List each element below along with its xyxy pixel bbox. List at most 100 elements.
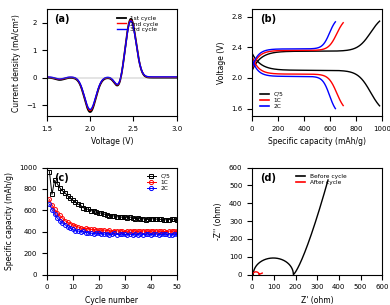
- 2nd cycle: [129, 18, 133, 22]
- 2C: [161, 232, 166, 236]
- C/5: [156, 217, 161, 221]
- 2C: [63, 223, 67, 226]
- 2C: [169, 233, 174, 237]
- 1C: [164, 230, 169, 233]
- 2C: [125, 233, 130, 237]
- C/5: [135, 216, 140, 220]
- 3rd cycle: [149, 75, 153, 79]
- 1C: [99, 228, 104, 232]
- 1C: [125, 229, 130, 233]
- C/5: [159, 217, 163, 221]
- 1C: [122, 230, 127, 233]
- C/5: [63, 191, 67, 195]
- C/5: [117, 215, 122, 218]
- C/5: [120, 215, 124, 219]
- 2nd cycle: [174, 75, 179, 79]
- 3rd cycle: [58, 77, 62, 81]
- 2nd cycle: [97, 84, 102, 87]
- 2nd cycle: [58, 77, 62, 81]
- 1st cycle: [88, 110, 92, 114]
- C/5: [91, 209, 96, 213]
- C/5: [133, 217, 138, 221]
- C/5: [169, 217, 174, 221]
- 2C: [135, 233, 140, 236]
- 1C: [174, 229, 179, 233]
- After cycle: [250, 272, 255, 276]
- 1C: [143, 229, 148, 233]
- 1C: [161, 229, 166, 233]
- 1C: [91, 228, 96, 231]
- 2C: [122, 233, 127, 236]
- Y-axis label: -Z'' (ohm): -Z'' (ohm): [215, 202, 223, 240]
- Y-axis label: Current density (mA/cm²): Current density (mA/cm²): [12, 14, 21, 112]
- C/5: [128, 215, 132, 219]
- Y-axis label: Voltage (V): Voltage (V): [217, 41, 226, 84]
- C/5: [164, 218, 169, 221]
- C/5: [102, 212, 106, 216]
- 1st cycle: [102, 77, 106, 81]
- C/5: [52, 178, 57, 182]
- 1C: [63, 219, 67, 223]
- 2C: [174, 232, 179, 236]
- 2C: [104, 232, 109, 235]
- 1C: [120, 229, 124, 233]
- 2C: [167, 233, 171, 237]
- 2C: [73, 229, 78, 233]
- Legend: C/5, 1C, 2C: C/5, 1C, 2C: [145, 171, 173, 193]
- 1C: [110, 230, 114, 233]
- 1C: [89, 228, 93, 231]
- C/5: [94, 210, 99, 214]
- Before cycle: [326, 178, 330, 182]
- 3rd cycle: [129, 19, 133, 23]
- 1C: [149, 229, 153, 233]
- Before cycle: [254, 264, 258, 268]
- 3rd cycle: [134, 43, 139, 46]
- 1C: [159, 229, 163, 233]
- 2C: [112, 231, 117, 235]
- After cycle: [254, 270, 258, 274]
- 1C: [154, 229, 158, 233]
- C/5: [89, 209, 93, 213]
- 1st cycle: [146, 76, 151, 79]
- 2nd cycle: [88, 109, 92, 112]
- 1st cycle: [174, 76, 179, 80]
- Before cycle: [297, 264, 301, 267]
- 1C: [135, 230, 140, 233]
- Before cycle: [324, 184, 329, 188]
- 2C: [52, 212, 57, 216]
- 1C: [156, 230, 161, 233]
- 2C: [47, 203, 52, 206]
- 2C: [151, 232, 156, 236]
- C/5: [149, 217, 153, 221]
- 3rd cycle: [102, 77, 106, 80]
- C/5: [115, 215, 119, 219]
- C/5: [112, 214, 117, 218]
- 1C: [83, 227, 88, 230]
- 1C: [151, 229, 156, 233]
- C/5: [78, 203, 83, 207]
- C/5: [161, 218, 166, 222]
- 1st cycle: [149, 76, 153, 80]
- 1C: [107, 228, 112, 232]
- 2C: [89, 231, 93, 235]
- C/5: [151, 217, 156, 221]
- 2C: [120, 232, 124, 236]
- 1st cycle: [129, 17, 133, 21]
- C/5: [86, 208, 91, 211]
- 1C: [167, 229, 171, 233]
- Text: (b): (b): [260, 15, 276, 24]
- C/5: [130, 216, 135, 220]
- 2C: [91, 232, 96, 235]
- C/5: [174, 218, 179, 222]
- C/5: [141, 217, 145, 220]
- C/5: [60, 189, 65, 193]
- 2C: [141, 233, 145, 236]
- 1C: [52, 207, 57, 211]
- 2C: [83, 231, 88, 235]
- 2C: [172, 232, 177, 236]
- C/5: [143, 218, 148, 221]
- Legend: Before cycle, After cycle: Before cycle, After cycle: [294, 171, 349, 187]
- 1C: [76, 225, 80, 229]
- 3rd cycle: [88, 108, 92, 111]
- Line: Before cycle: Before cycle: [253, 180, 328, 274]
